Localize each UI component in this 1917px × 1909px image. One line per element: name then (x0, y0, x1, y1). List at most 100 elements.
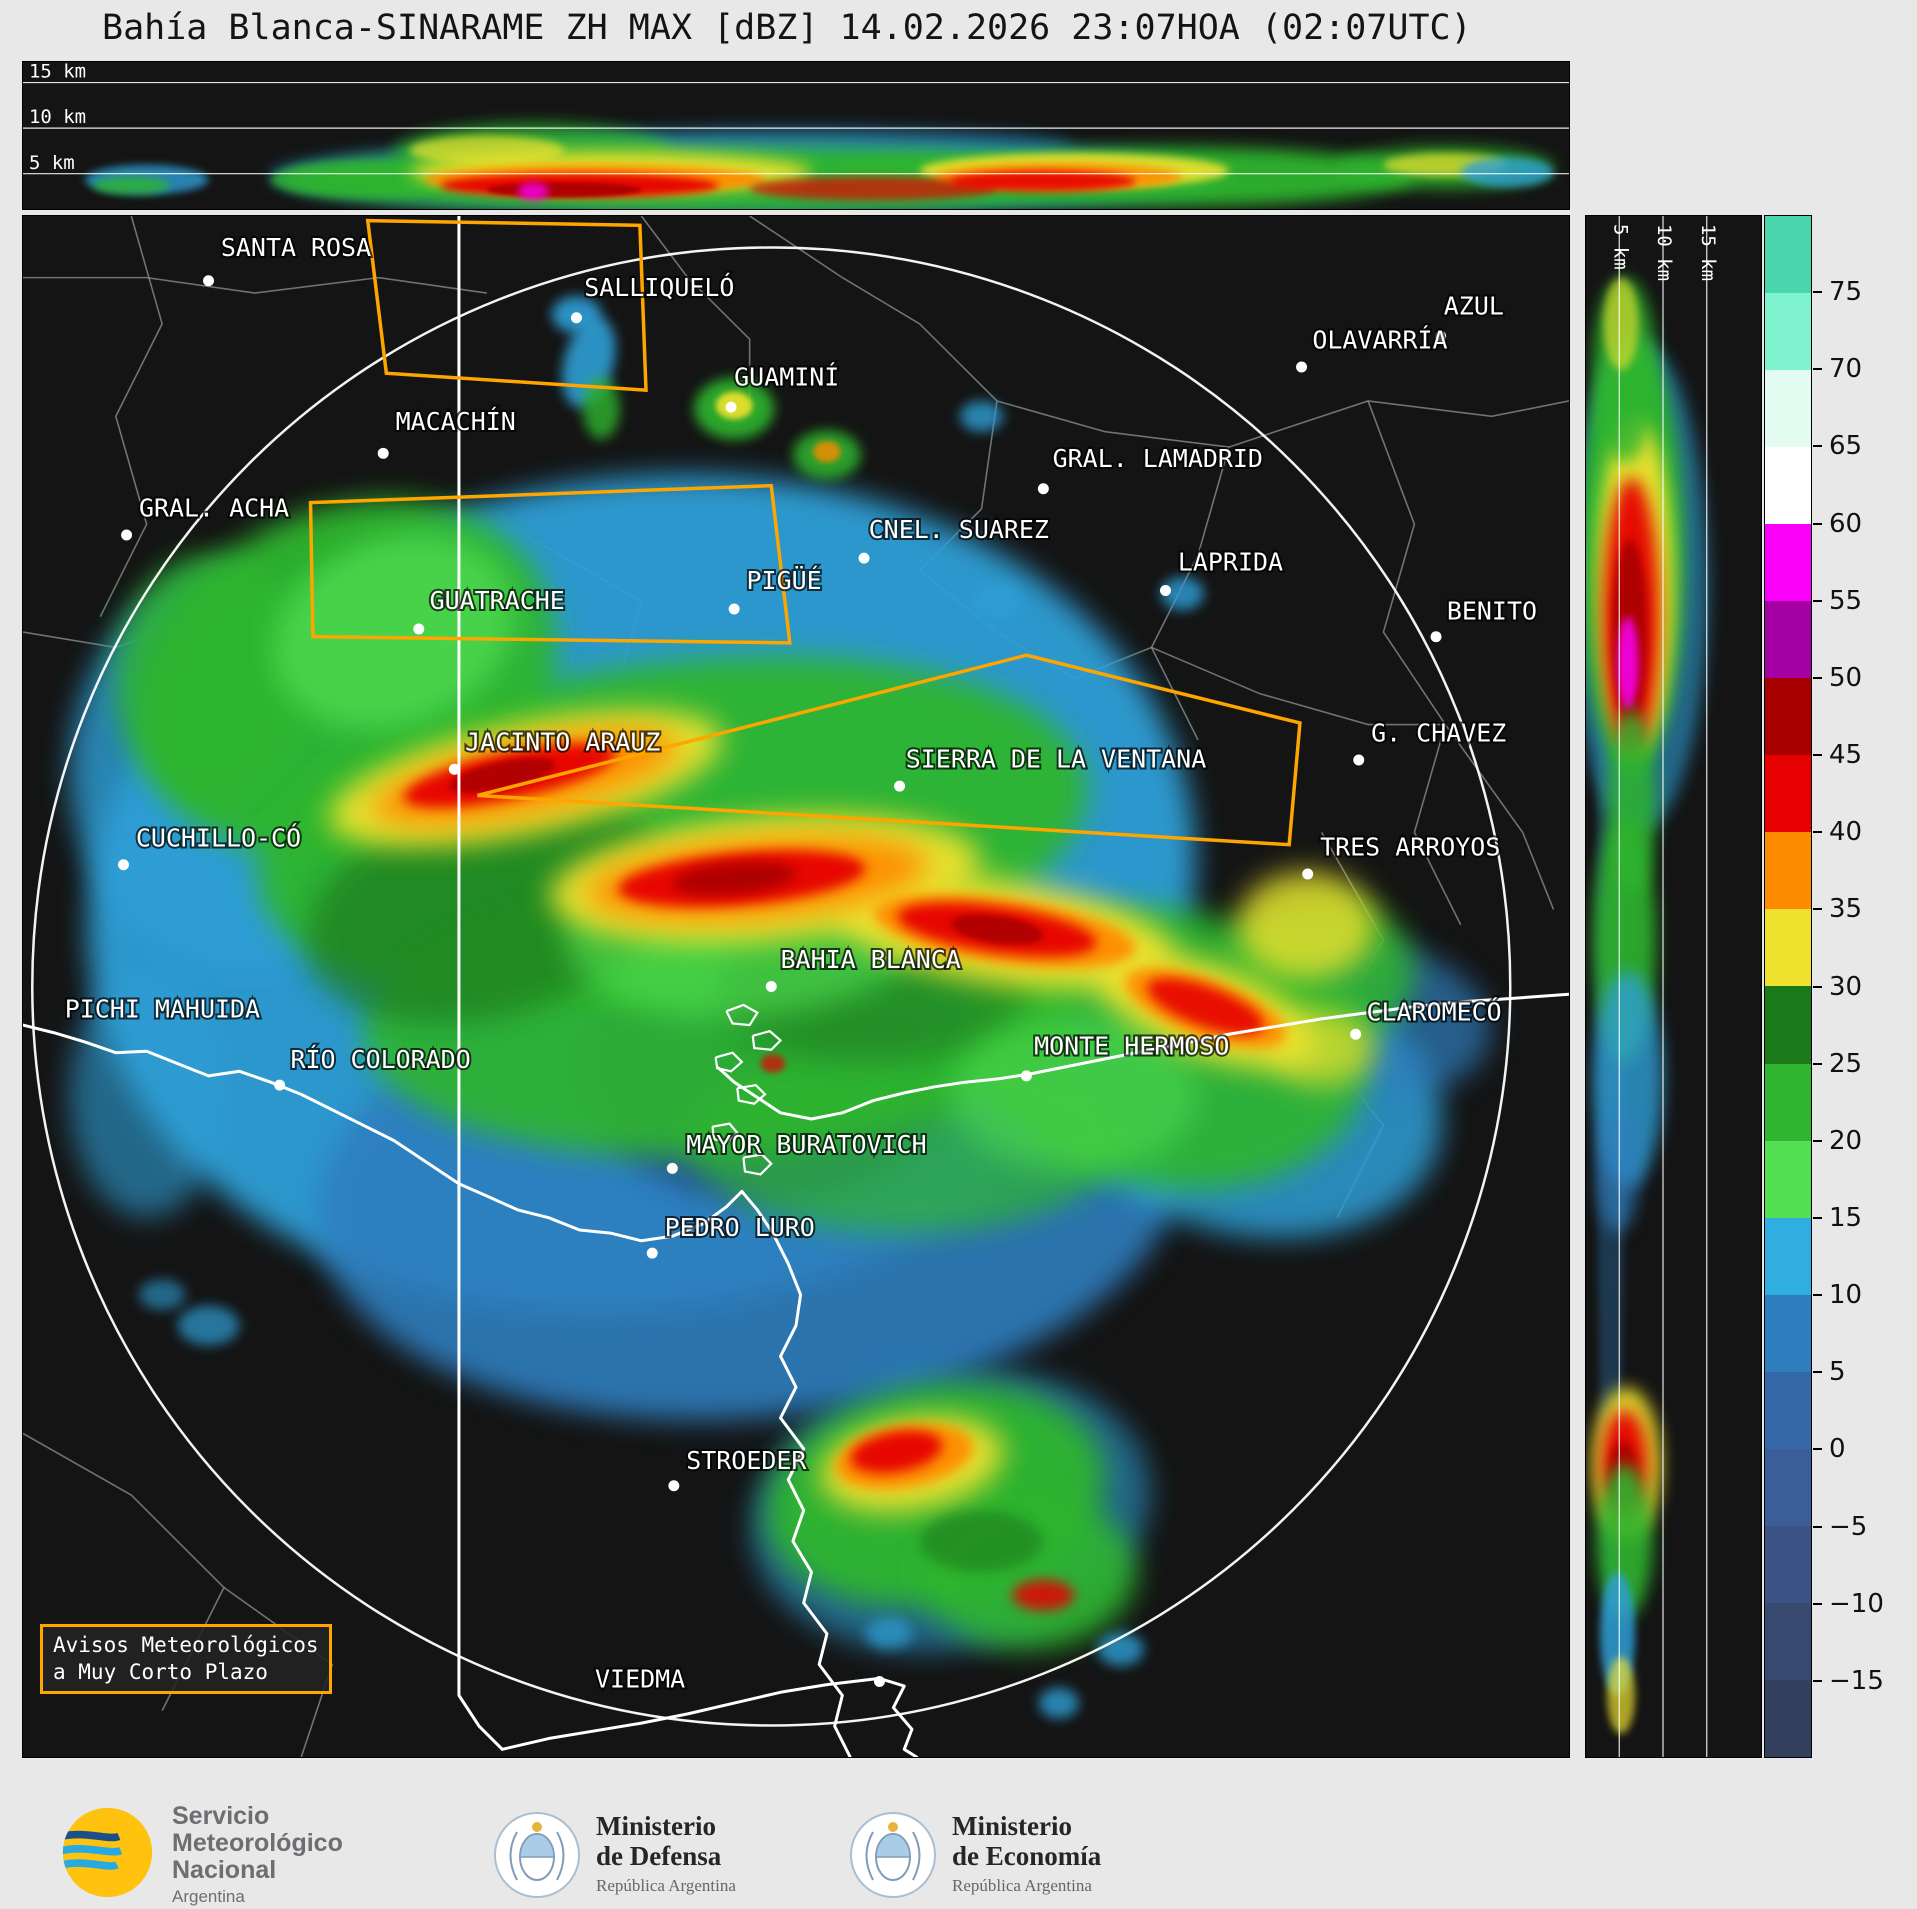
dbz-colorbar (1764, 215, 1812, 1758)
radar-echo (449, 757, 556, 794)
radar-map-plot: SANTA ROSA SALLIQUELÓ GUAMINÍ AZUL OLAVARRÍA… (23, 216, 1569, 1757)
colorbar-tick-mark (1813, 985, 1822, 988)
radar-echo (1236, 870, 1376, 979)
colorbar-segment (1765, 1140, 1811, 1218)
colorbar-segment (1765, 986, 1811, 1064)
city-label: RÍO COLORADO (290, 1045, 470, 1074)
colorbar-segment (1765, 370, 1811, 448)
city-label: PEDRO LURO (665, 1213, 815, 1242)
radar-echo (1596, 1109, 1639, 1234)
radar-echo (138, 1279, 186, 1311)
radar-echo (1460, 157, 1554, 187)
dbz-colorbar-ticks: 75 70 65 60 55 50 45 40 35 30 25 20 15 10 5 0 −5 −10 −15 (1813, 215, 1917, 1758)
radar-echo (177, 1305, 240, 1346)
colorbar-tick-mark (1813, 368, 1822, 371)
colorbar-segment (1765, 755, 1811, 833)
city-label: CUCHILLO-CÓ (136, 822, 301, 852)
city-dot (725, 401, 737, 413)
colorbar-tick-mark (1813, 676, 1822, 679)
province-border (500, 1676, 919, 1757)
city-label: JACINTO ARAUZ (465, 728, 660, 757)
radar-echo (959, 400, 1004, 432)
city-label: G. CHAVEZ (1371, 718, 1506, 747)
estuary-island (742, 1153, 773, 1176)
colorbar-tick-label: −5 (1829, 1511, 1868, 1542)
colorbar-segment (1765, 1448, 1811, 1526)
defensa-wordmark: Ministerio de Defensa República Argentin… (596, 1811, 736, 1896)
colorbar-tick-label: 60 (1829, 508, 1863, 539)
economia-emblem-icon (850, 1812, 936, 1898)
province-border (457, 216, 504, 1751)
city-label: SIERRA DE LA VENTANA (906, 745, 1206, 774)
radar-echo (1603, 277, 1639, 371)
radar-echo (273, 535, 515, 729)
admin-boundary (640, 216, 751, 417)
colorbar-segment (1765, 1371, 1811, 1449)
radar-echo (1038, 1687, 1079, 1719)
vertical-profile-top-panel: 15 km 10 km 5 km (22, 61, 1570, 210)
radar-echo (1607, 1656, 1635, 1734)
city-dot (1302, 868, 1314, 880)
radar-echo (1160, 576, 1205, 611)
admin-boundary (223, 1586, 334, 1757)
economia-wordmark: Ministerio de Economía República Argenti… (952, 1811, 1101, 1896)
colorbar-segment (1765, 524, 1811, 602)
city-dot (1020, 1070, 1032, 1082)
city-label: CNEL. SUAREZ (869, 515, 1049, 544)
province-border (717, 992, 1569, 1121)
defensa-line1: Ministerio (596, 1811, 716, 1841)
estuary-island (725, 1003, 759, 1027)
radar-map-panel: SANTA ROSA SALLIQUELÓ GUAMINÍ AZUL OLAVARRÍA… (22, 215, 1570, 1758)
city-dot (1353, 754, 1365, 766)
province-border (740, 1189, 852, 1757)
city-dot (728, 603, 740, 615)
colorbar-tick-label: 40 (1829, 817, 1863, 848)
height-label: 15 km (1697, 224, 1719, 281)
height-label: 5 km (29, 152, 75, 174)
city-dot (448, 763, 460, 775)
smn-wordmark: Servicio Meteorológico Nacional Argentin… (172, 1803, 343, 1907)
radar-echo (1097, 1632, 1144, 1667)
admin-boundary (99, 216, 163, 618)
colorbar-segment (1765, 1602, 1811, 1680)
radar-echo (951, 914, 1043, 945)
colorbar-tick-label: 10 (1829, 1280, 1863, 1311)
colorbar-tick-mark (1813, 754, 1822, 757)
footer-logos: Servicio Meteorológico Nacional Argentin… (0, 1759, 1917, 1909)
city-dot (117, 859, 129, 871)
radar-echo (672, 862, 796, 895)
city-dot (765, 981, 777, 992)
city-dot (646, 1247, 658, 1259)
colorbar-tick-mark (1813, 1448, 1822, 1451)
city-dot (413, 623, 425, 635)
radar-echo (865, 1618, 912, 1650)
estuary-island (751, 1029, 783, 1051)
radar-echo (409, 135, 565, 165)
radar-echo (270, 161, 456, 198)
city-label: STROEDER (686, 1446, 807, 1475)
colorbar-tick-label: 20 (1829, 1125, 1863, 1156)
admin-boundary (1367, 400, 1462, 926)
colorbar-tick-label: 65 (1829, 431, 1863, 462)
city-label: BAHIA BLANCA (781, 945, 961, 974)
city-dot (377, 447, 389, 459)
radar-echo (1012, 1579, 1075, 1611)
colorbar-tick-label: 5 (1829, 1357, 1846, 1388)
economia-country: República Argentina (952, 1876, 1092, 1895)
radar-echo (919, 1510, 1044, 1573)
colorbar-segment (1765, 1294, 1811, 1372)
colorbar-segment (1765, 1525, 1811, 1603)
colorbar-tick-mark (1813, 831, 1822, 834)
admin-boundary (23, 276, 487, 294)
colorbar-tick-label: 45 (1829, 740, 1863, 771)
city-dot (1296, 361, 1308, 373)
city-dot (858, 552, 870, 564)
radar-echo (1267, 1009, 1376, 1087)
dbz-colorbar-segments (1765, 216, 1811, 1757)
radar-echo (69, 971, 224, 1218)
right-profile-plot: 5 km 10 km 15 km (1586, 216, 1719, 1757)
city-dot (894, 780, 906, 792)
city-dot (1160, 584, 1171, 596)
city-label: MAYOR BURATOVICH (686, 1130, 926, 1159)
colorbar-segment (1765, 601, 1811, 679)
